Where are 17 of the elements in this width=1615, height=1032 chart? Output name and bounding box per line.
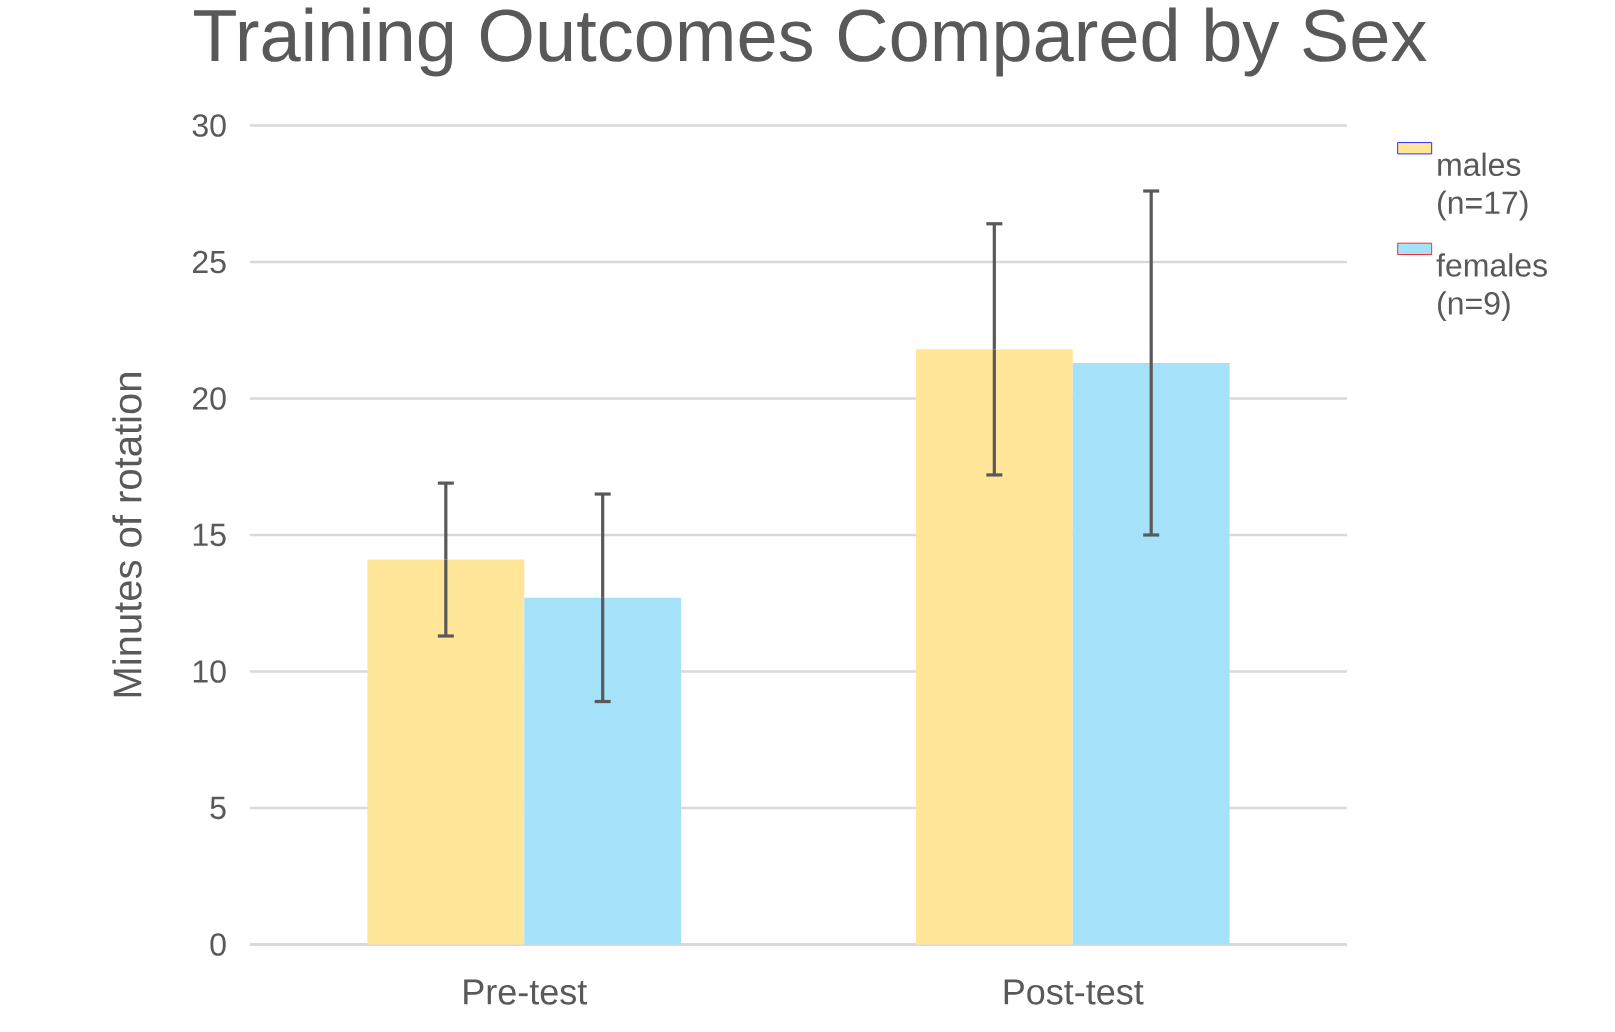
- y-tick-label: 15: [193, 523, 226, 547]
- y-tick-label: 5: [210, 796, 226, 820]
- bar: [1072, 363, 1230, 945]
- legend-label: females (n=9): [1436, 253, 1547, 322]
- bar: [524, 597, 682, 945]
- bar: [367, 559, 525, 945]
- x-tick-label: Pre-test: [464, 979, 588, 1005]
- y-tick-label: 20: [192, 387, 226, 410]
- y-tick-label: 0: [210, 933, 226, 956]
- legend-label: males (n=17): [1438, 152, 1528, 221]
- bar: [915, 349, 1073, 945]
- y-axis-title: Minutes of rotation: [112, 373, 142, 697]
- y-tick-label: 10: [193, 660, 226, 683]
- y-tick-label: 25: [192, 250, 226, 274]
- chart-title: Training Outcomes Compared by Sex: [194, 7, 1427, 77]
- x-tick-label: Post-test: [1004, 979, 1144, 1005]
- y-tick-label: 30: [192, 114, 226, 137]
